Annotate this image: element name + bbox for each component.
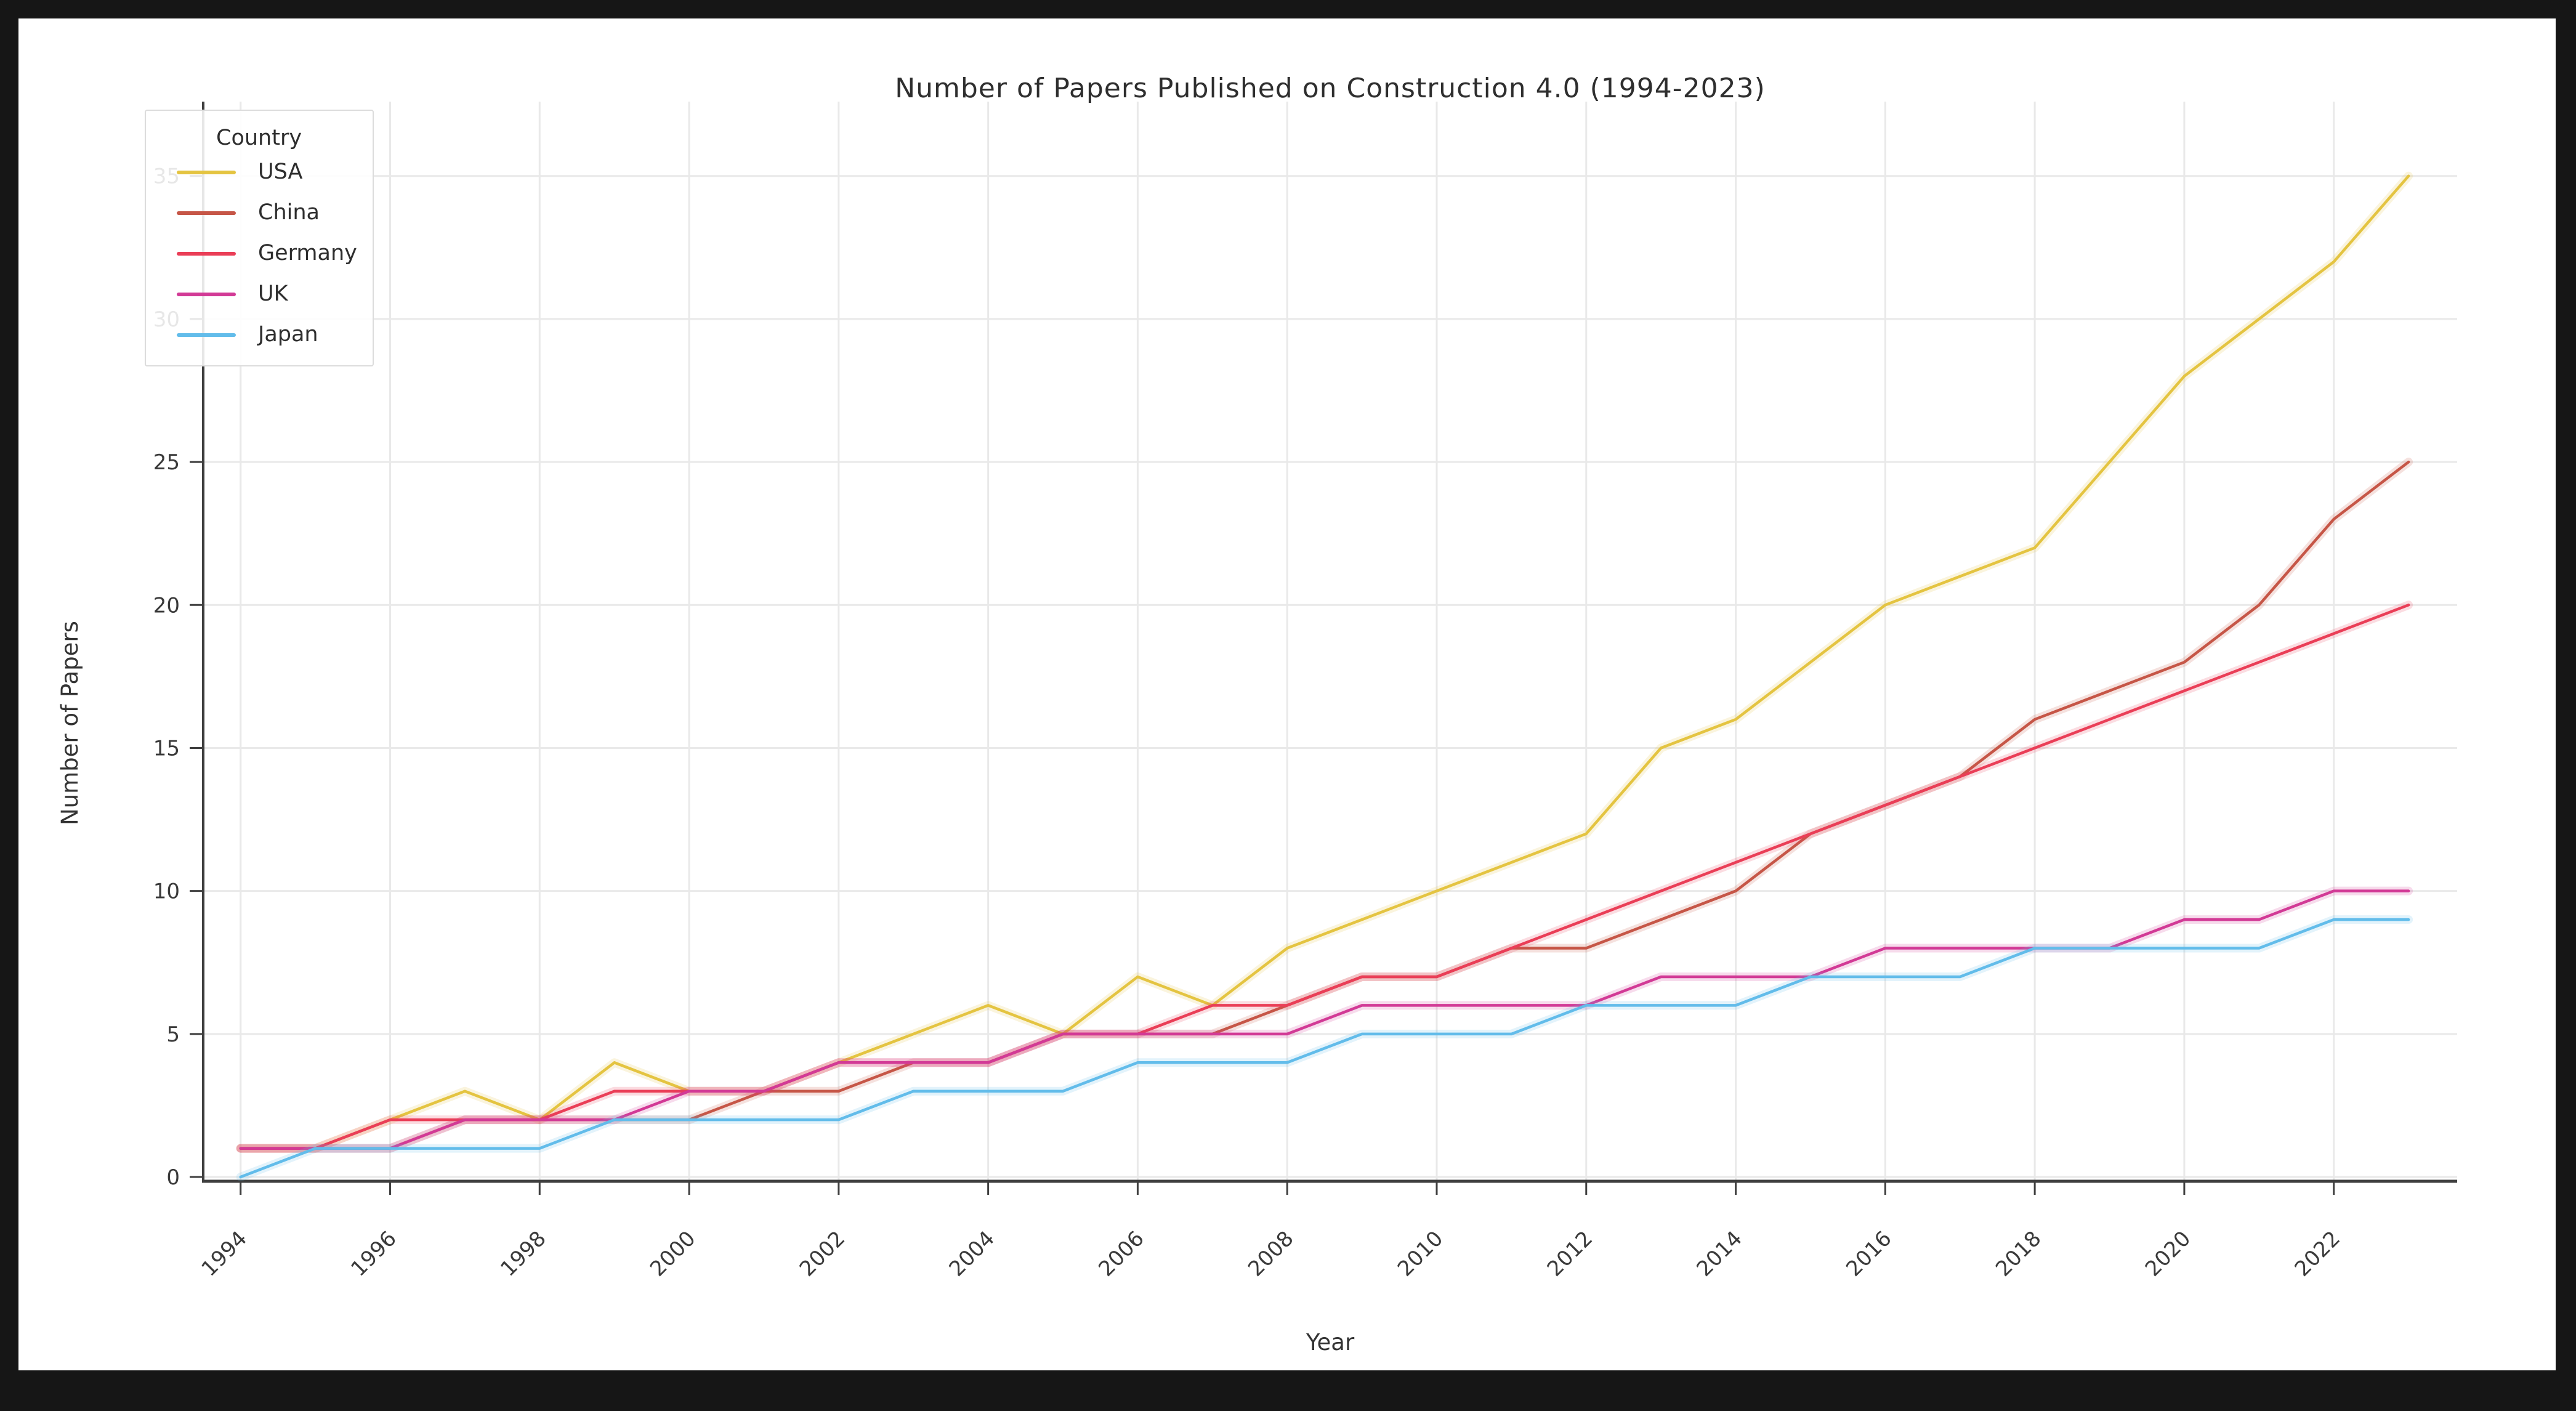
legend-label-Japan: Japan [258, 322, 318, 347]
series-line-Germany [239, 604, 2410, 1150]
x-tick-label: 1996 [346, 1226, 401, 1281]
series-line-USA [239, 174, 2410, 1150]
x-tick-label: 2002 [795, 1226, 850, 1281]
x-tick-label: 2000 [645, 1226, 700, 1281]
y-tick-label: 20 [153, 593, 180, 618]
legend-item-China[interactable]: China [177, 202, 357, 224]
legend-item-UK[interactable]: UK [177, 283, 357, 305]
legend-title: Country [216, 126, 302, 150]
x-axis-label: Year [1306, 1329, 1355, 1356]
x-tick-label: 2006 [1094, 1226, 1149, 1281]
legend-items: USA China Germany UK Japan [162, 161, 357, 346]
legend-label-USA: USA [258, 160, 303, 184]
legend-swatch-Japan [177, 333, 236, 337]
y-tick-label: 25 [153, 450, 180, 475]
y-tick-label: 15 [153, 736, 180, 761]
x-tick-label: 2012 [1543, 1226, 1597, 1281]
y-tick-label: 5 [166, 1022, 180, 1047]
legend-swatch-Germany [177, 251, 236, 256]
x-tick-label: 2004 [945, 1226, 999, 1281]
chart-title: Number of Papers Published on Constructi… [895, 73, 1766, 104]
legend-item-Japan[interactable]: Japan [177, 324, 357, 346]
legend-box: Country USA China Germany UK Japan [145, 110, 374, 366]
legend-label-Germany: Germany [258, 241, 357, 265]
series-halo-Germany [236, 600, 2413, 1153]
y-tick-label: 10 [153, 879, 180, 904]
x-tick-label: 2014 [1692, 1226, 1746, 1281]
x-tick-label: 1998 [496, 1226, 551, 1281]
legend-item-USA[interactable]: USA [177, 161, 357, 183]
y-axis-label: Number of Papers [57, 621, 83, 825]
x-tick-label: 2020 [2141, 1226, 2195, 1281]
chart-figure: 0510152025303519941996199820002002200420… [18, 18, 2556, 1370]
x-tick-label: 2022 [2290, 1226, 2345, 1281]
series-halo-USA [236, 171, 2413, 1153]
y-tick-label: 0 [166, 1165, 180, 1190]
x-tick-label: 2016 [1841, 1226, 1896, 1281]
legend-label-UK: UK [258, 281, 288, 306]
x-tick-label: 2010 [1393, 1226, 1448, 1281]
x-tick-label: 2018 [1991, 1226, 2046, 1281]
legend-swatch-USA [177, 170, 236, 174]
legend-item-Germany[interactable]: Germany [177, 243, 357, 264]
legend-label-China: China [258, 200, 320, 225]
chart-canvas: 0510152025303519941996199820002002200420… [153, 102, 2457, 1282]
legend-swatch-China [177, 211, 236, 215]
x-tick-label: 1994 [197, 1226, 252, 1281]
legend-swatch-UK [177, 292, 236, 296]
series-line-Japan [239, 918, 2410, 1179]
x-tick-label: 2008 [1243, 1226, 1298, 1281]
